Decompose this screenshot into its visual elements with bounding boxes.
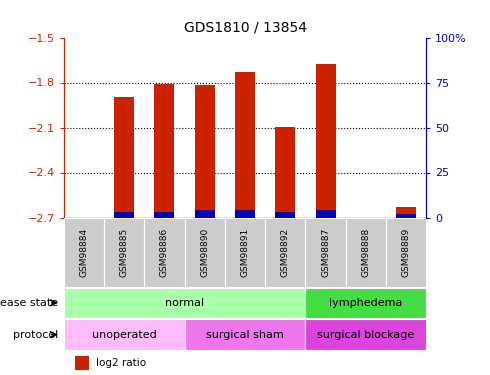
Bar xyxy=(235,210,255,218)
Bar xyxy=(144,217,185,287)
Text: GSM98892: GSM98892 xyxy=(281,228,290,277)
Text: disease state: disease state xyxy=(0,298,61,308)
Bar xyxy=(316,64,336,218)
Text: GSM98890: GSM98890 xyxy=(200,228,209,277)
Bar xyxy=(114,98,134,218)
Text: unoperated: unoperated xyxy=(92,330,156,340)
Bar xyxy=(114,212,134,217)
Bar xyxy=(225,217,265,287)
Bar xyxy=(305,288,426,318)
Bar xyxy=(154,212,174,217)
Bar xyxy=(64,217,104,287)
Title: GDS1810 / 13854: GDS1810 / 13854 xyxy=(183,21,307,35)
Text: GSM98887: GSM98887 xyxy=(321,228,330,277)
Bar xyxy=(185,217,225,287)
Text: GSM98891: GSM98891 xyxy=(241,228,249,277)
Bar xyxy=(305,320,426,350)
Bar xyxy=(346,217,386,287)
Text: GSM98885: GSM98885 xyxy=(120,228,129,277)
Text: normal: normal xyxy=(165,298,204,308)
Bar xyxy=(396,207,416,218)
Text: GSM98888: GSM98888 xyxy=(361,228,370,277)
Bar xyxy=(104,217,144,287)
Text: lymphedema: lymphedema xyxy=(329,298,403,308)
Bar xyxy=(396,214,416,217)
Bar xyxy=(386,217,426,287)
Bar xyxy=(74,356,89,370)
Bar xyxy=(275,212,295,217)
Bar xyxy=(64,288,305,318)
Text: GSM98886: GSM98886 xyxy=(160,228,169,277)
Bar xyxy=(265,217,305,287)
Text: GSM98884: GSM98884 xyxy=(79,228,88,277)
Text: protocol: protocol xyxy=(13,330,61,340)
Text: log2 ratio: log2 ratio xyxy=(97,358,147,368)
Bar xyxy=(195,86,215,218)
Text: surgical blockage: surgical blockage xyxy=(317,330,415,340)
Text: GSM98889: GSM98889 xyxy=(402,228,411,277)
Text: surgical sham: surgical sham xyxy=(206,330,284,340)
Bar xyxy=(275,128,295,218)
Bar xyxy=(195,210,215,218)
Bar xyxy=(316,210,336,218)
Bar xyxy=(185,320,305,350)
Bar xyxy=(305,217,346,287)
Bar xyxy=(154,84,174,218)
Bar xyxy=(64,320,185,350)
Bar xyxy=(235,72,255,217)
